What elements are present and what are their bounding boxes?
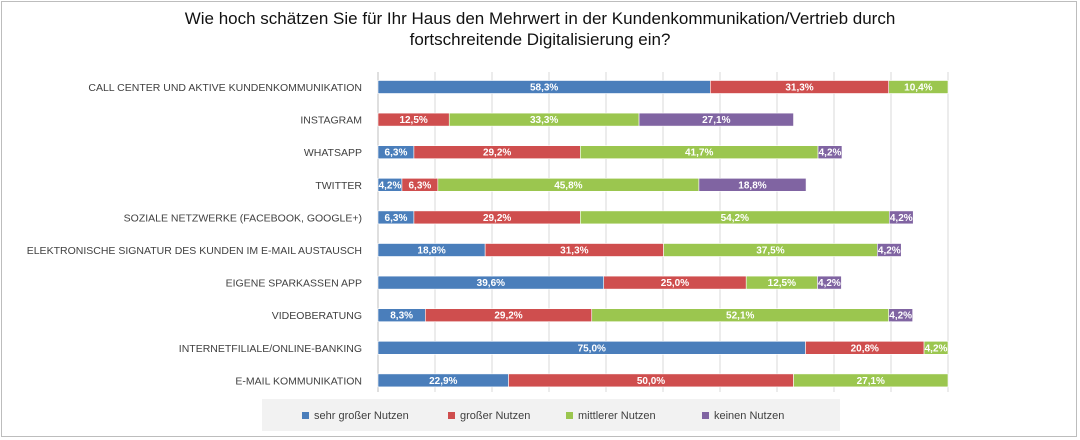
data-label: 4,2% <box>878 246 901 257</box>
data-label: 25,0% <box>661 278 689 289</box>
legend-label: keinen Nutzen <box>714 410 784 422</box>
category-label: CALL CENTER UND AKTIVE KUNDENKOMMUNIKATI… <box>88 82 362 94</box>
data-label: 8,3% <box>390 311 413 322</box>
chart-title-line-1: Wie hoch schätzen Sie für Ihr Haus den M… <box>184 9 896 28</box>
bar-segment <box>817 275 842 290</box>
legend-background <box>262 399 840 431</box>
category-label: ELEKTRONISCHE SIGNATUR DES KUNDEN IM E-M… <box>27 245 362 257</box>
category-label: SOZIALE NETZWERKE (FACEBOOK, GOOGLE+) <box>124 212 362 224</box>
data-label: 12,5% <box>768 278 796 289</box>
data-label: 52,1% <box>726 311 754 322</box>
legend-label: großer Nutzen <box>460 410 530 422</box>
bars: 58,3% 31,3% 10,4% 12,5% 33,3% 27,1% 6,3% 29,2% 4… <box>377 80 949 388</box>
category-label: TWITTER <box>315 180 362 192</box>
bar-segment <box>888 210 914 225</box>
data-label: 4,2% <box>925 343 948 354</box>
category-label: WHATSAPP <box>304 147 362 159</box>
data-label: 45,8% <box>554 180 582 191</box>
legend-swatch <box>566 412 573 419</box>
category-label: E-MAIL KOMMUNIKATION <box>235 375 362 387</box>
data-label: 6,3% <box>385 148 408 159</box>
category-label: VIDEOBERATUNG <box>272 310 362 322</box>
bar-segment <box>888 308 913 323</box>
category-labels: CALL CENTER UND AKTIVE KUNDENKOMMUNIKATI… <box>27 82 363 387</box>
bar-segment <box>817 145 843 159</box>
data-label: 4,2% <box>889 311 912 322</box>
bar-segment <box>877 243 902 257</box>
data-label: 4,2% <box>890 213 913 224</box>
legend-swatch <box>702 412 709 419</box>
data-label: 10,4% <box>904 83 932 94</box>
data-label: 29,2% <box>483 148 511 159</box>
data-label: 29,2% <box>483 213 511 224</box>
data-label: 6,3% <box>408 180 431 191</box>
data-label: 4,2% <box>819 148 842 159</box>
data-label: 37,5% <box>756 246 784 257</box>
data-label: 58,3% <box>530 83 558 94</box>
data-label: 39,6% <box>477 278 505 289</box>
data-label: 29,2% <box>494 311 522 322</box>
legend-swatch <box>448 412 455 419</box>
data-label: 75,0% <box>578 343 606 354</box>
chart-title-line-2: fortschreitende Digitalisierung ein? <box>409 30 671 49</box>
data-label: 22,9% <box>429 376 457 387</box>
data-label: 31,3% <box>560 246 588 257</box>
data-label: 18,8% <box>417 246 445 257</box>
bar-segment <box>923 340 949 355</box>
bar-segment <box>698 178 807 192</box>
data-label: 31,3% <box>785 83 813 94</box>
data-label: 4,2% <box>379 180 402 191</box>
data-label: 33,3% <box>530 115 558 126</box>
category-label: INSTAGRAM <box>300 115 362 127</box>
data-label: 54,2% <box>721 213 749 224</box>
chart-title: Wie hoch schätzen Sie für Ihr Haus den M… <box>0 8 1080 50</box>
data-label: 6,3% <box>385 213 408 224</box>
bar-segment <box>793 373 949 388</box>
data-label: 27,1% <box>857 376 885 387</box>
data-label: 27,1% <box>702 115 730 126</box>
bar-segment <box>888 80 949 94</box>
data-label: 4,2% <box>818 278 841 289</box>
data-label: 50,0% <box>637 376 665 387</box>
category-label: INTERNETFILIALE/ONLINE-BANKING <box>179 343 362 355</box>
legend-label: mittlerer Nutzen <box>578 410 656 422</box>
data-label: 20,8% <box>851 343 879 354</box>
legend-swatch <box>302 412 309 419</box>
legend: sehr großer Nutzen großer Nutzen mittlerer… <box>262 399 840 431</box>
data-label: 12,5% <box>399 115 427 126</box>
category-label: EIGENE SPARKASSEN APP <box>226 278 362 290</box>
data-label: 18,8% <box>738 180 766 191</box>
bar-segment <box>638 112 794 127</box>
data-label: 41,7% <box>685 148 713 159</box>
legend-label: sehr großer Nutzen <box>314 410 409 422</box>
